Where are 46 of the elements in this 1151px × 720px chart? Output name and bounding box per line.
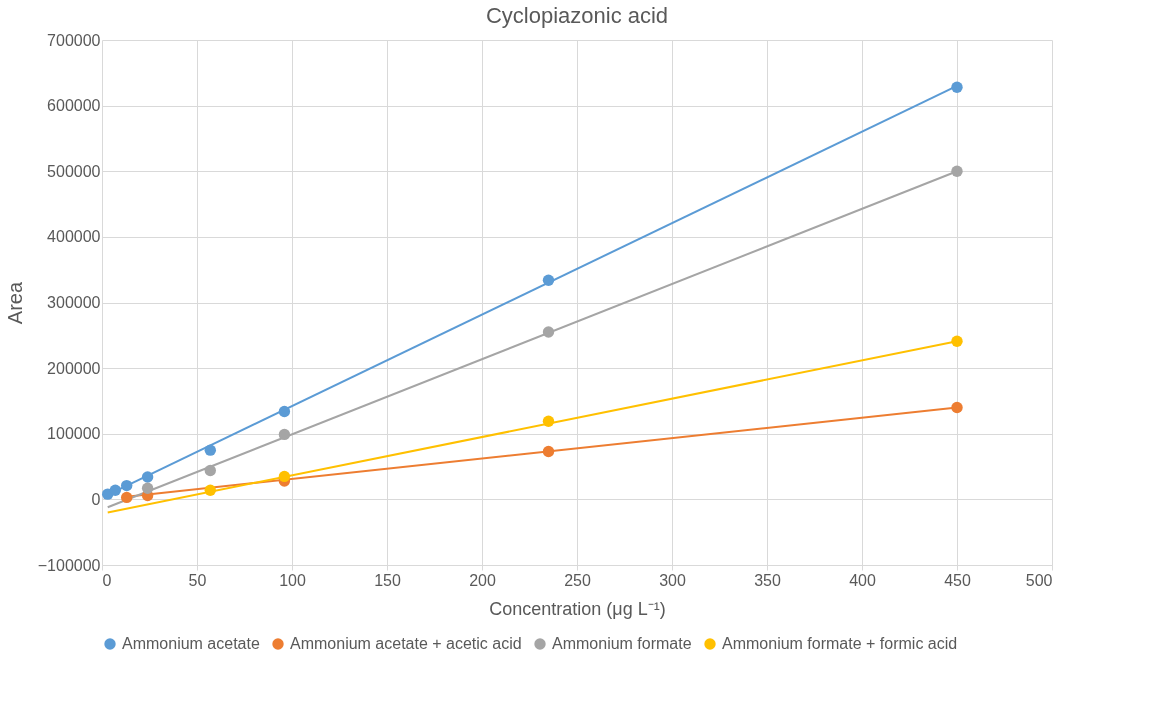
legend-label: Ammonium acetate [122, 635, 260, 652]
y-tick-label: 100000 [47, 425, 101, 443]
point [204, 484, 216, 496]
x-tick-label: 150 [374, 571, 401, 589]
chart-title: Cyclopiazonic acid [485, 3, 669, 28]
legend-label: Ammonium formate [552, 635, 692, 652]
legend-label: Ammonium acetate + acetic acid [290, 635, 522, 652]
y-tick-label: 500000 [47, 162, 101, 180]
point [951, 335, 963, 347]
point [542, 445, 555, 458]
y-tick-label: 700000 [47, 31, 101, 49]
y-tick-label: 200000 [47, 359, 101, 377]
y-tick-label: −100000 [37, 556, 101, 574]
y-tick-label: 400000 [47, 228, 101, 246]
x-axis-title: Concentration (μg L⁻¹) [489, 598, 666, 619]
point [951, 165, 963, 177]
y-axis-title: Area [3, 281, 26, 325]
point [204, 444, 216, 456]
y-tick-label: 0 [91, 490, 101, 508]
x-tick-label: 450 [944, 571, 971, 589]
point [542, 274, 555, 286]
x-tick-label: 100 [279, 571, 306, 589]
point [542, 326, 555, 338]
x-tick-label: 500 [1025, 571, 1053, 589]
point [204, 464, 216, 477]
point [141, 482, 154, 494]
point [141, 471, 154, 483]
point [109, 484, 121, 496]
point [278, 405, 291, 418]
x-tick-label: 350 [754, 571, 781, 589]
y-tick-label: 300000 [47, 294, 101, 311]
point [278, 470, 291, 483]
x-tick-label: 250 [564, 571, 591, 589]
legend-label: Ammonium formate + formic acid [722, 635, 958, 652]
point [951, 401, 963, 414]
x-tick-label: 300 [659, 571, 686, 589]
point [278, 428, 291, 441]
y-tick-label: 600000 [47, 97, 101, 115]
point [951, 81, 963, 93]
point [121, 479, 133, 492]
x-tick-label: 0 [102, 571, 112, 589]
x-tick-label: 50 [188, 571, 207, 589]
point [121, 491, 133, 504]
point [542, 415, 555, 427]
x-tick-label: 400 [849, 571, 876, 589]
x-tick-label: 200 [469, 571, 496, 589]
